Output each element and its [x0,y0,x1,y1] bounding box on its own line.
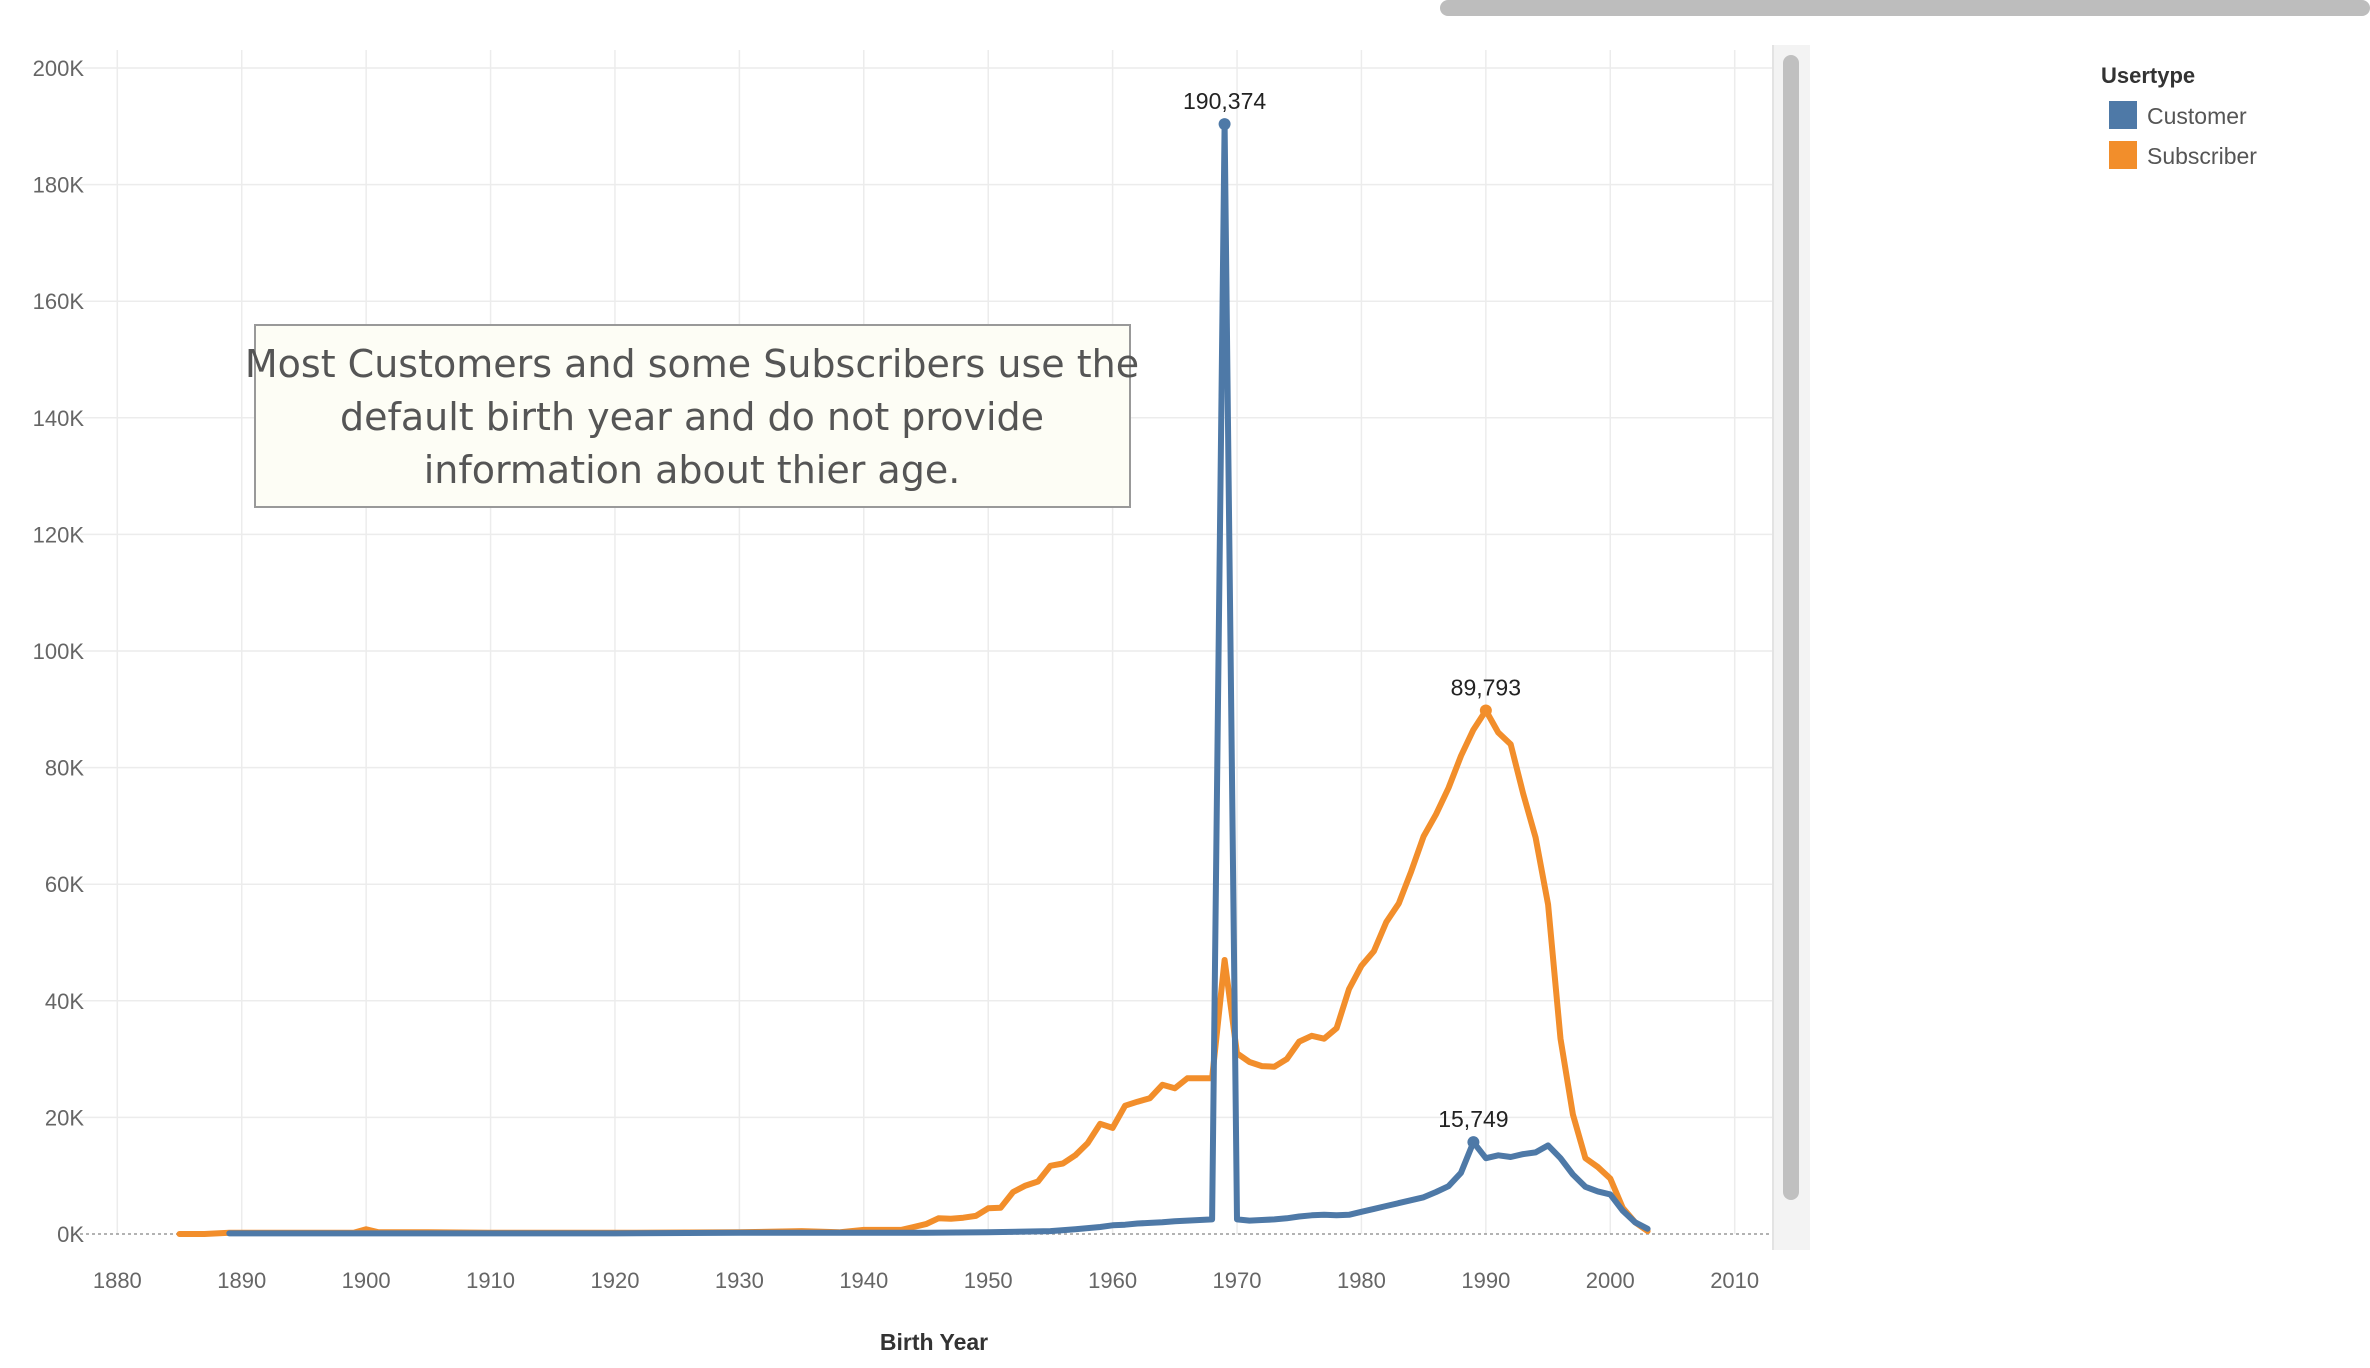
annotation-rect [254,324,1131,508]
x-tick-label: 1910 [466,1268,515,1293]
data-labels: 190,374 89,793 15,749 [1183,88,1521,1149]
x-tick-label: 1940 [839,1268,888,1293]
x-tick-label: 1900 [342,1268,391,1293]
annotation-text: Most Customers and some Subscribers use … [245,342,1139,386]
y-tick-label: 80K [45,756,84,781]
y-tick-label: 120K [33,522,85,547]
x-tick-label: 1880 [93,1268,142,1293]
y-tick-label: 100K [33,639,85,664]
legend-swatch-subscriber [2109,141,2137,169]
y-tick-label: 180K [33,173,85,198]
x-tick-label: 2000 [1586,1268,1635,1293]
x-tick-label: 1980 [1337,1268,1386,1293]
x-tick-label: 1930 [715,1268,764,1293]
x-tick-label: 1950 [964,1268,1013,1293]
x-tick-label: 1970 [1213,1268,1262,1293]
data-label: 190,374 [1183,88,1266,114]
legend-swatch-customer [2109,101,2137,129]
series-line-customer [226,121,1651,1237]
x-tick-label: 1920 [590,1268,639,1293]
data-label: 89,793 [1451,675,1521,701]
annotation-text: default birth year and do not provide [340,395,1044,439]
x-axis-tick-labels: 1880 1890 1900 1910 1920 1930 1940 1950 1960 1970… [93,1268,1759,1293]
x-tick-label: 1890 [217,1268,266,1293]
y-tick-label: 40K [45,989,84,1014]
legend-label-customer: Customer [2147,103,2247,129]
y-tick-label: 20K [45,1105,84,1130]
series-line-subscriber [176,707,1651,1237]
y-axis-tick-labels: 0K 20K 40K 60K 80K 100K 120K 140K 160K 180K 200K [33,56,85,1247]
x-tick-label: 1960 [1088,1268,1137,1293]
series-lines [176,121,1651,1237]
annotation-box: Most Customers and some Subscribers use … [245,324,1139,508]
y-tick-label: 60K [45,872,84,897]
y-tick-label: 200K [33,56,85,81]
data-point-marker [1218,118,1231,131]
y-tick-label: 0K [57,1222,84,1247]
legend-title: Usertype [2101,63,2195,88]
legend-label-subscriber: Subscriber [2147,143,2257,169]
legend: Usertype Customer Subscriber [2101,63,2257,169]
data-label: 15,749 [1438,1106,1508,1132]
data-point-marker [1479,704,1492,717]
annotation-text: information about thier age. [424,448,961,492]
scroll-bar-vertical-thumb[interactable] [1783,55,1799,1200]
x-axis-title: Birth Year [880,1329,988,1355]
scroll-bar-top[interactable] [1440,0,2370,16]
y-tick-label: 140K [33,406,85,431]
x-tick-label: 2010 [1710,1268,1759,1293]
data-point-marker [1467,1136,1480,1149]
y-tick-label: 160K [33,289,85,314]
gridlines [80,50,1772,1235]
x-tick-label: 1990 [1461,1268,1510,1293]
